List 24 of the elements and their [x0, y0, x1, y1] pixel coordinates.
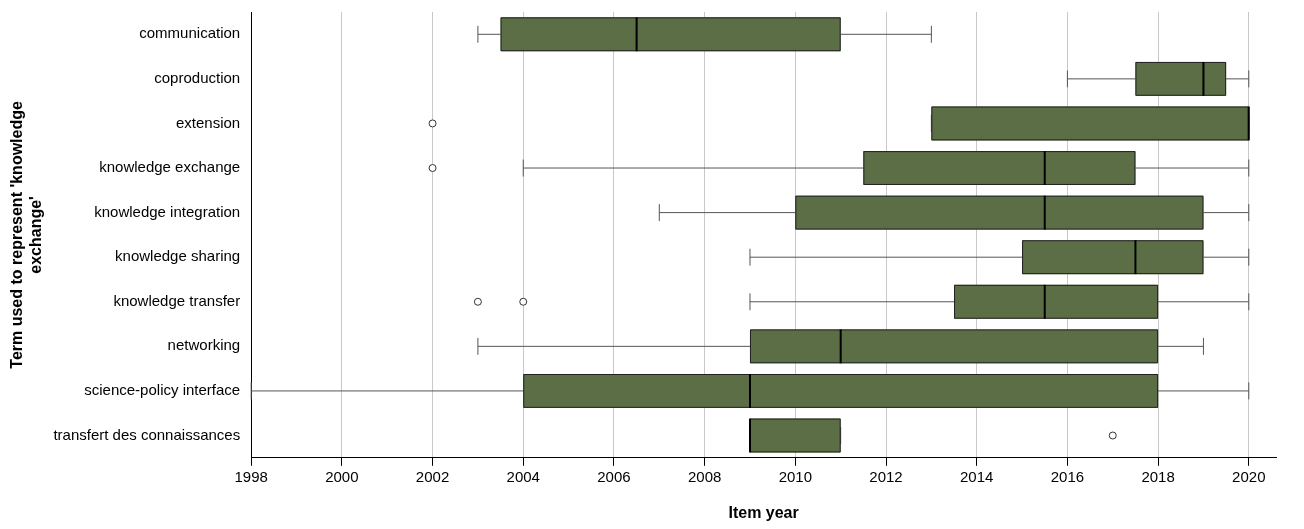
y-tick-label: knowledge exchange: [99, 158, 241, 176]
x-tick-label: 2006: [597, 467, 631, 485]
y-tick-label: knowledge integration: [94, 202, 241, 220]
y-tick-label: coproduction: [154, 69, 241, 87]
y-axis-title: Term used to represent 'knowledge exchange': [8, 101, 45, 369]
x-tick-label: 2008: [687, 467, 722, 485]
y-tick-label: communication: [139, 24, 241, 42]
y-tick-label: knowledge sharing: [115, 247, 241, 265]
x-tick-label: 2018: [1141, 467, 1175, 485]
x-tick-label: 2012: [869, 467, 903, 485]
y-tick-label: transfert des connaissances: [53, 425, 241, 443]
x-tick-label: 2016: [1050, 467, 1085, 485]
x-tick-label: 2002: [415, 467, 450, 485]
x-tick-label: 2000: [325, 467, 359, 485]
x-tick-label: 1998: [234, 467, 268, 485]
x-axis-title: Item year: [728, 503, 799, 521]
x-tick-label: 2020: [1232, 467, 1266, 485]
x-tick-label: 2010: [778, 467, 813, 485]
y-tick-label: networking: [167, 336, 241, 354]
y-tick-label: science-policy interface: [84, 381, 241, 399]
y-tick-label: extension: [175, 113, 241, 131]
x-tick-label: 2014: [960, 467, 994, 485]
y-tick-label: knowledge transfer: [113, 291, 241, 309]
x-tick-label: 2004: [506, 467, 540, 485]
